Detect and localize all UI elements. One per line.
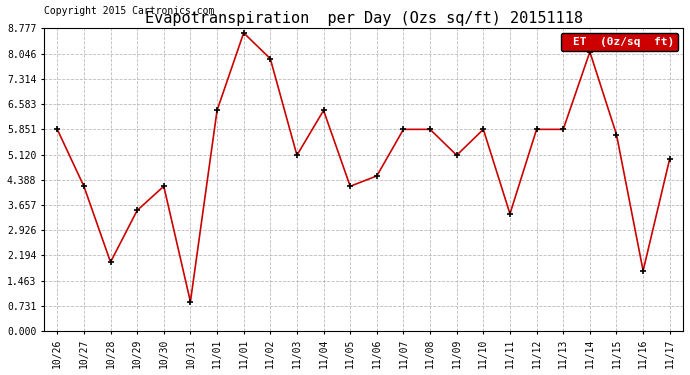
Text: Copyright 2015 Cartronics.com: Copyright 2015 Cartronics.com [44, 6, 215, 16]
Legend: ET  (0z/sq  ft): ET (0z/sq ft) [562, 33, 678, 51]
Title: Evapotranspiration  per Day (Ozs sq/ft) 20151118: Evapotranspiration per Day (Ozs sq/ft) 2… [144, 11, 582, 26]
